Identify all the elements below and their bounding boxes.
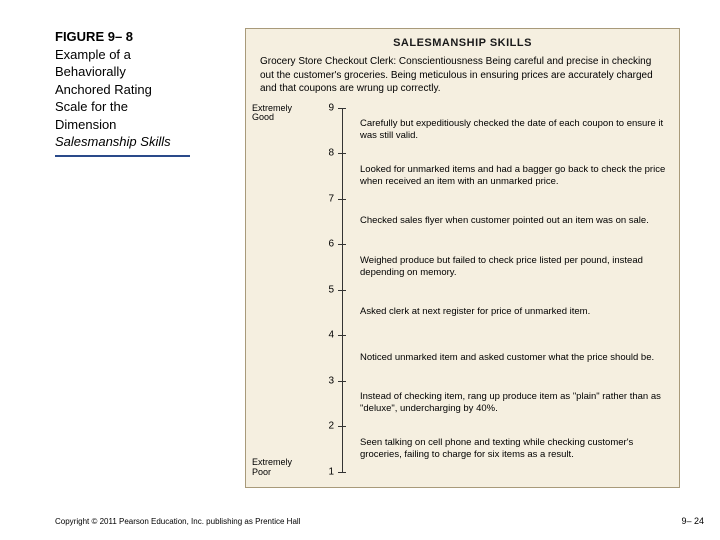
scale-area: ExtremelyGood ExtremelyPoor 9 8 7 6 5 4 3 2 1 Car…: [252, 100, 673, 480]
axis-tick: [338, 335, 346, 336]
figure-number: FIGURE 9– 8: [55, 28, 205, 46]
axis-tick-label: 4: [318, 330, 334, 341]
caption-rule: [55, 155, 190, 157]
axis-tick: [338, 290, 346, 291]
axis-tick: [338, 381, 346, 382]
figure-title-line: Dimension: [55, 116, 205, 134]
slide-number: 9– 24: [681, 516, 704, 526]
figure-title-line: Example of a: [55, 46, 205, 64]
anchor-high: ExtremelyGood: [252, 104, 304, 124]
behavior-anchor: Seen talking on cell phone and texting w…: [360, 437, 667, 461]
bars-panel-inner: SALESMANSHIP SKILLS Grocery Store Checko…: [252, 35, 673, 481]
figure-caption: FIGURE 9– 8 Example of a Behaviorally An…: [55, 28, 205, 157]
panel-description: Grocery Store Checkout Clerk: Conscienti…: [252, 49, 673, 100]
bars-panel: SALESMANSHIP SKILLS Grocery Store Checko…: [245, 28, 680, 488]
axis-tick: [338, 244, 346, 245]
figure-title-italic: Salesmanship Skills: [55, 133, 205, 151]
figure-title-line: Scale for the: [55, 98, 205, 116]
axis-tick: [338, 472, 346, 473]
anchor-low: ExtremelyPoor: [252, 458, 304, 478]
axis-tick: [338, 199, 346, 200]
panel-title: SALESMANSHIP SKILLS: [252, 35, 673, 49]
figure-title-line: Behaviorally: [55, 63, 205, 81]
behavior-anchor: Instead of checking item, rang up produc…: [360, 391, 667, 415]
axis-tick-label: 3: [318, 375, 334, 386]
behavior-anchor: Asked clerk at next register for price o…: [360, 306, 667, 318]
axis-tick-label: 8: [318, 148, 334, 159]
axis-tick: [338, 426, 346, 427]
axis-tick-label: 2: [318, 421, 334, 432]
axis-tick-label: 1: [318, 466, 334, 477]
behavior-anchor: Weighed produce but failed to check pric…: [360, 255, 667, 279]
behavior-anchor: Checked sales flyer when customer pointe…: [360, 215, 667, 227]
axis-tick-label: 5: [318, 284, 334, 295]
behavior-anchor: Looked for unmarked items and had a bagg…: [360, 164, 667, 188]
behavior-anchor: Noticed unmarked item and asked customer…: [360, 352, 667, 364]
axis-tick: [338, 153, 346, 154]
figure-title-line: Anchored Rating: [55, 81, 205, 99]
axis-tick-label: 7: [318, 193, 334, 204]
behavior-anchor: Carefully but expeditiously checked the …: [360, 118, 667, 142]
axis-tick: [338, 108, 346, 109]
copyright-text: Copyright © 2011 Pearson Education, Inc.…: [55, 517, 300, 526]
axis-tick-label: 6: [318, 239, 334, 250]
axis-tick-label: 9: [318, 102, 334, 113]
